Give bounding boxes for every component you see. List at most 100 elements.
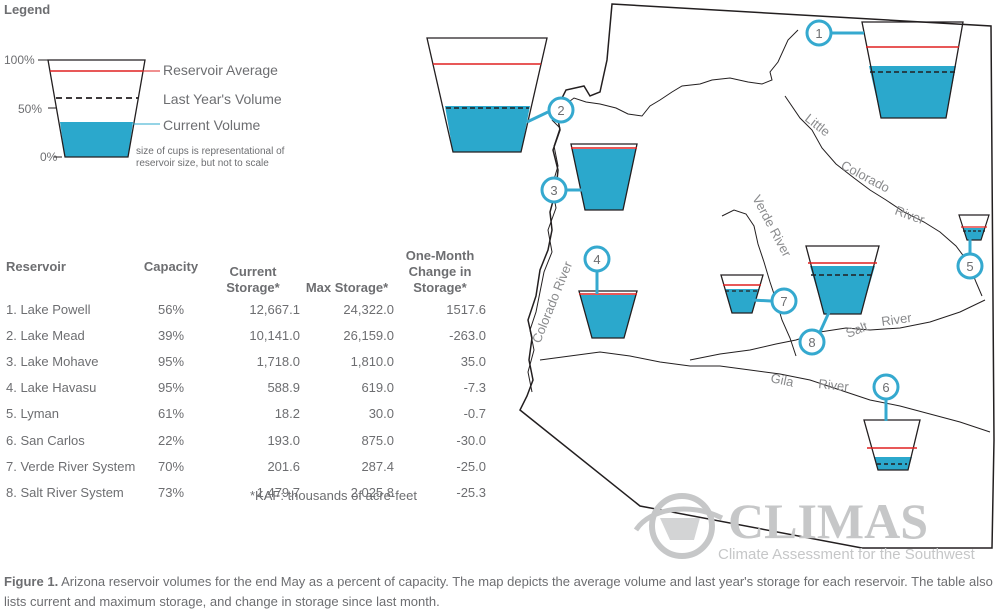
row-max: 2,025.8 (350, 484, 394, 500)
row-current: 10,141.0 (249, 327, 300, 343)
row-max: 619.0 (361, 380, 394, 396)
climas-swirl-icon (633, 506, 724, 532)
row-change: -7.3 (463, 380, 486, 396)
cup-lake-mead (426, 37, 548, 153)
row-capacity: 70% (157, 458, 185, 474)
marker-8-label: 8 (808, 335, 815, 350)
kaf-note: *KAF: thousands of acre-feet (250, 488, 417, 503)
row-capacity: 95% (157, 380, 185, 396)
legend-average-label: Reservoir Average (163, 62, 278, 78)
cup-lake-mohave (570, 143, 638, 211)
legend-title: Legend (4, 2, 51, 17)
row-name: 1. Lake Powell (6, 301, 91, 317)
label-gila: Gila (769, 370, 795, 390)
row-change: -25.3 (456, 484, 486, 500)
label-colorado-upper: Colorado (839, 157, 893, 195)
marker-4: 4 (583, 245, 611, 273)
row-current: 1,479.7 (256, 484, 300, 500)
cup-lake-powell (861, 21, 964, 119)
legend-pct-0: 0% (40, 150, 58, 164)
river-salt (689, 299, 986, 361)
legend-note: size of cups is representational of rese… (136, 146, 285, 169)
legend-water (60, 122, 133, 157)
caption-text: Arizona reservoir volumes for the end Ma… (4, 574, 993, 609)
caption-label: Figure 1. (4, 574, 59, 589)
marker-2: 2 (547, 96, 575, 124)
river-verde (721, 209, 797, 357)
label-little: Little (802, 111, 833, 140)
marker-1-label: 1 (815, 26, 822, 41)
table-row: 7. Verde River System 70% 201.6 287.4 -25.0 (4, 453, 486, 479)
row-change: -30.0 (456, 432, 486, 448)
label-salt-river: River (880, 310, 913, 329)
row-name: 7. Verde River System (6, 458, 136, 474)
row-capacity: 73% (157, 484, 185, 500)
row-max: 875.0 (361, 432, 394, 448)
row-change: -25.0 (456, 458, 486, 474)
cup-8-water (810, 266, 875, 314)
row-current: 18.2 (274, 406, 300, 422)
row-capacity: 22% (157, 432, 185, 448)
figure-caption: Figure 1. Arizona reservoir volumes for … (4, 572, 994, 612)
row-max: 24,322.0 (343, 301, 394, 317)
row-current: 193.0 (267, 432, 300, 448)
label-verde: Verde River (749, 192, 794, 260)
header-capacity: Capacity (143, 259, 199, 274)
marker-8: 8 (798, 328, 826, 356)
header-max: Max Storage* (305, 280, 389, 295)
cup-5-outline (958, 214, 990, 241)
row-name: 5. Lyman (6, 406, 59, 422)
reservoir-table: Reservoir Capacity Current Storage* Max … (4, 218, 486, 506)
marker-3: 3 (540, 176, 568, 204)
cup-8-outline (805, 245, 880, 315)
cup-4-water (580, 295, 636, 338)
climas-tagline: Climate Assessment for the Southwest (718, 546, 976, 563)
row-name: 6. San Carlos (6, 432, 85, 448)
marker-3-label: 3 (550, 183, 557, 198)
row-capacity: 61% (157, 406, 185, 422)
cup-2-outline (426, 37, 548, 153)
table-row: 4. Lake Havasu 95% 588.9 619.0 -7.3 (4, 375, 486, 401)
row-current: 1,718.0 (256, 353, 300, 369)
marker-7: 7 (770, 287, 798, 315)
leader-2 (526, 110, 549, 124)
arizona-map: Little Colorado River Verde River Colora… (426, 3, 995, 549)
row-capacity: 39% (157, 327, 185, 343)
table-row: 5. Lyman 61% 18.2 30.0 -0.7 (4, 401, 486, 427)
climas-map-icon (660, 518, 700, 540)
leader-8 (818, 309, 832, 333)
cup-salt (805, 245, 880, 315)
row-max: 30.0 (368, 406, 394, 422)
label-river-upper: River (893, 203, 927, 228)
row-name: 4. Lake Havasu (6, 380, 97, 396)
marker-6-label: 6 (882, 380, 889, 395)
table-row: 1. Lake Powell 56% 12,667.1 24,322.0 1517.6 (4, 296, 486, 322)
cup-verde (720, 274, 764, 314)
row-change: 1517.6 (446, 301, 486, 317)
row-name: 8. Salt River System (6, 484, 124, 500)
table-row: 8. Salt River System 73% 1,479.7 2,025.8 -25… (4, 479, 486, 505)
cup-3-outline (570, 143, 638, 211)
row-max: 1,810.0 (350, 353, 394, 369)
cup-3-water (572, 149, 636, 210)
header-current: Current Storage* (226, 264, 280, 295)
marker-5-label: 5 (966, 259, 973, 274)
climas-globe-icon (649, 493, 715, 559)
river-colorado-west (527, 119, 561, 393)
climas-logo: CLIMAS Climate Assessment for the Southw… (633, 493, 976, 563)
row-current: 12,667.1 (249, 301, 300, 317)
cup-2-water (445, 106, 530, 152)
marker-4-label: 4 (593, 252, 600, 267)
row-name: 3. Lake Mohave (6, 353, 99, 369)
marker-2-label: 2 (557, 103, 564, 118)
cup-7-water (725, 289, 759, 313)
row-current: 201.6 (267, 458, 300, 474)
row-max: 26,159.0 (343, 327, 394, 343)
cup-lake-havasu (578, 290, 638, 339)
leader-7 (751, 298, 772, 303)
row-change: -0.7 (463, 406, 486, 422)
legend-pct-100: 100% (4, 53, 35, 67)
table-row: 6. San Carlos 22% 193.0 875.0 -30.0 (4, 427, 486, 453)
legend-cup-diagram (38, 59, 160, 158)
legend-last-year-label: Last Year's Volume (163, 91, 282, 107)
